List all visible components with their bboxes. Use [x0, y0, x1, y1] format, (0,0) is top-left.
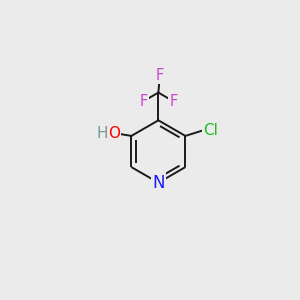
Text: H: H	[96, 126, 108, 141]
Text: F: F	[169, 94, 178, 109]
Text: Cl: Cl	[203, 123, 218, 138]
Text: N: N	[152, 174, 165, 192]
Text: O: O	[108, 126, 120, 141]
Text: F: F	[156, 68, 164, 83]
Text: F: F	[139, 94, 148, 109]
